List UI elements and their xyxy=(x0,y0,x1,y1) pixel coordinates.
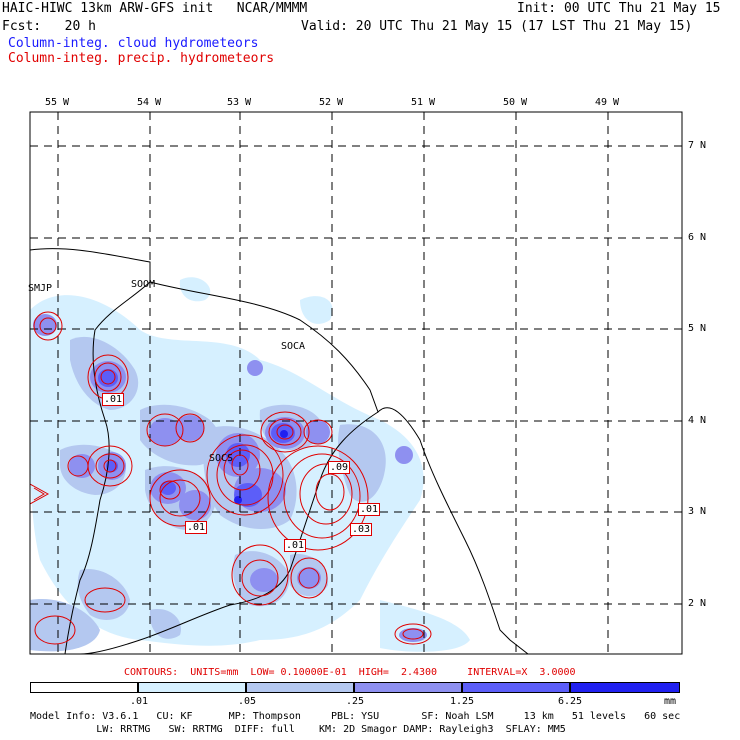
title-line: HAIC-HIWC 13km ARW-GFS init NCAR/MMMM xyxy=(2,1,308,16)
contour-label: .09 xyxy=(328,461,351,474)
colorbar-bin xyxy=(30,682,138,693)
station-label: SOCS xyxy=(209,453,234,464)
lat-label: 5 N xyxy=(688,323,707,334)
field-cloud-label: Column-integ. cloud hydrometeors xyxy=(8,36,259,51)
lon-label: 54 W xyxy=(137,97,162,108)
contour-label: .01 xyxy=(284,539,307,552)
lat-label: 2 N xyxy=(688,598,707,609)
contour-info: CONTOURS: UNITS=mm LOW= 0.10000E-01 HIGH… xyxy=(124,667,576,678)
model-info-line1: Model Info: V3.6.1 CU: KF MP: Thompson P… xyxy=(30,711,681,722)
model-info-line2: LW: RRTMG SW: RRTMG DIFF: full KM: 2D Sm… xyxy=(30,724,566,735)
colorbar-bin xyxy=(354,682,462,693)
contour-label: .01 xyxy=(185,521,208,534)
contour-label: .03 xyxy=(350,523,373,536)
init-time: Init: 00 UTC Thu 21 May 15 xyxy=(517,1,721,16)
precip-contours xyxy=(30,311,432,645)
cloud-shading xyxy=(30,277,470,652)
lon-label: 49 W xyxy=(595,97,620,108)
lat-label: 3 N xyxy=(688,506,707,517)
lat-label: 7 N xyxy=(688,140,707,151)
colorbar-tick: .25 xyxy=(346,696,365,707)
valid-time: Valid: 20 UTC Thu 21 May 15 (17 LST Thu … xyxy=(301,19,693,34)
colorbar-tick: .01 xyxy=(130,696,149,707)
lon-label: 53 W xyxy=(227,97,252,108)
forecast-hour: Fcst: 20 h xyxy=(2,19,96,34)
colorbar-bin xyxy=(138,682,246,693)
lat-label: 4 N xyxy=(688,415,707,426)
colorbar-tick: 1.25 xyxy=(450,696,475,707)
contour-label: .01 xyxy=(102,393,125,406)
station-label: SMJP xyxy=(28,283,53,294)
colorbar-tick: .05 xyxy=(238,696,257,707)
colorbar-bin xyxy=(246,682,354,693)
lon-label: 51 W xyxy=(411,97,436,108)
station-label: SOCA xyxy=(281,341,306,352)
colorbar-tick: 6.25 xyxy=(558,696,583,707)
colorbar-unit: mm xyxy=(664,696,677,707)
lon-label: 52 W xyxy=(319,97,344,108)
lon-label: 50 W xyxy=(503,97,528,108)
contour-label: .01 xyxy=(358,503,381,516)
lat-lon-grid xyxy=(30,112,682,654)
field-precip-label: Column-integ. precip. hydrometeors xyxy=(8,51,275,66)
colorbar-bin xyxy=(570,682,680,693)
lat-label: 6 N xyxy=(688,232,707,243)
colorbar-bin xyxy=(462,682,570,693)
station-label: SOOM xyxy=(131,279,156,290)
lon-label: 55 W xyxy=(45,97,70,108)
